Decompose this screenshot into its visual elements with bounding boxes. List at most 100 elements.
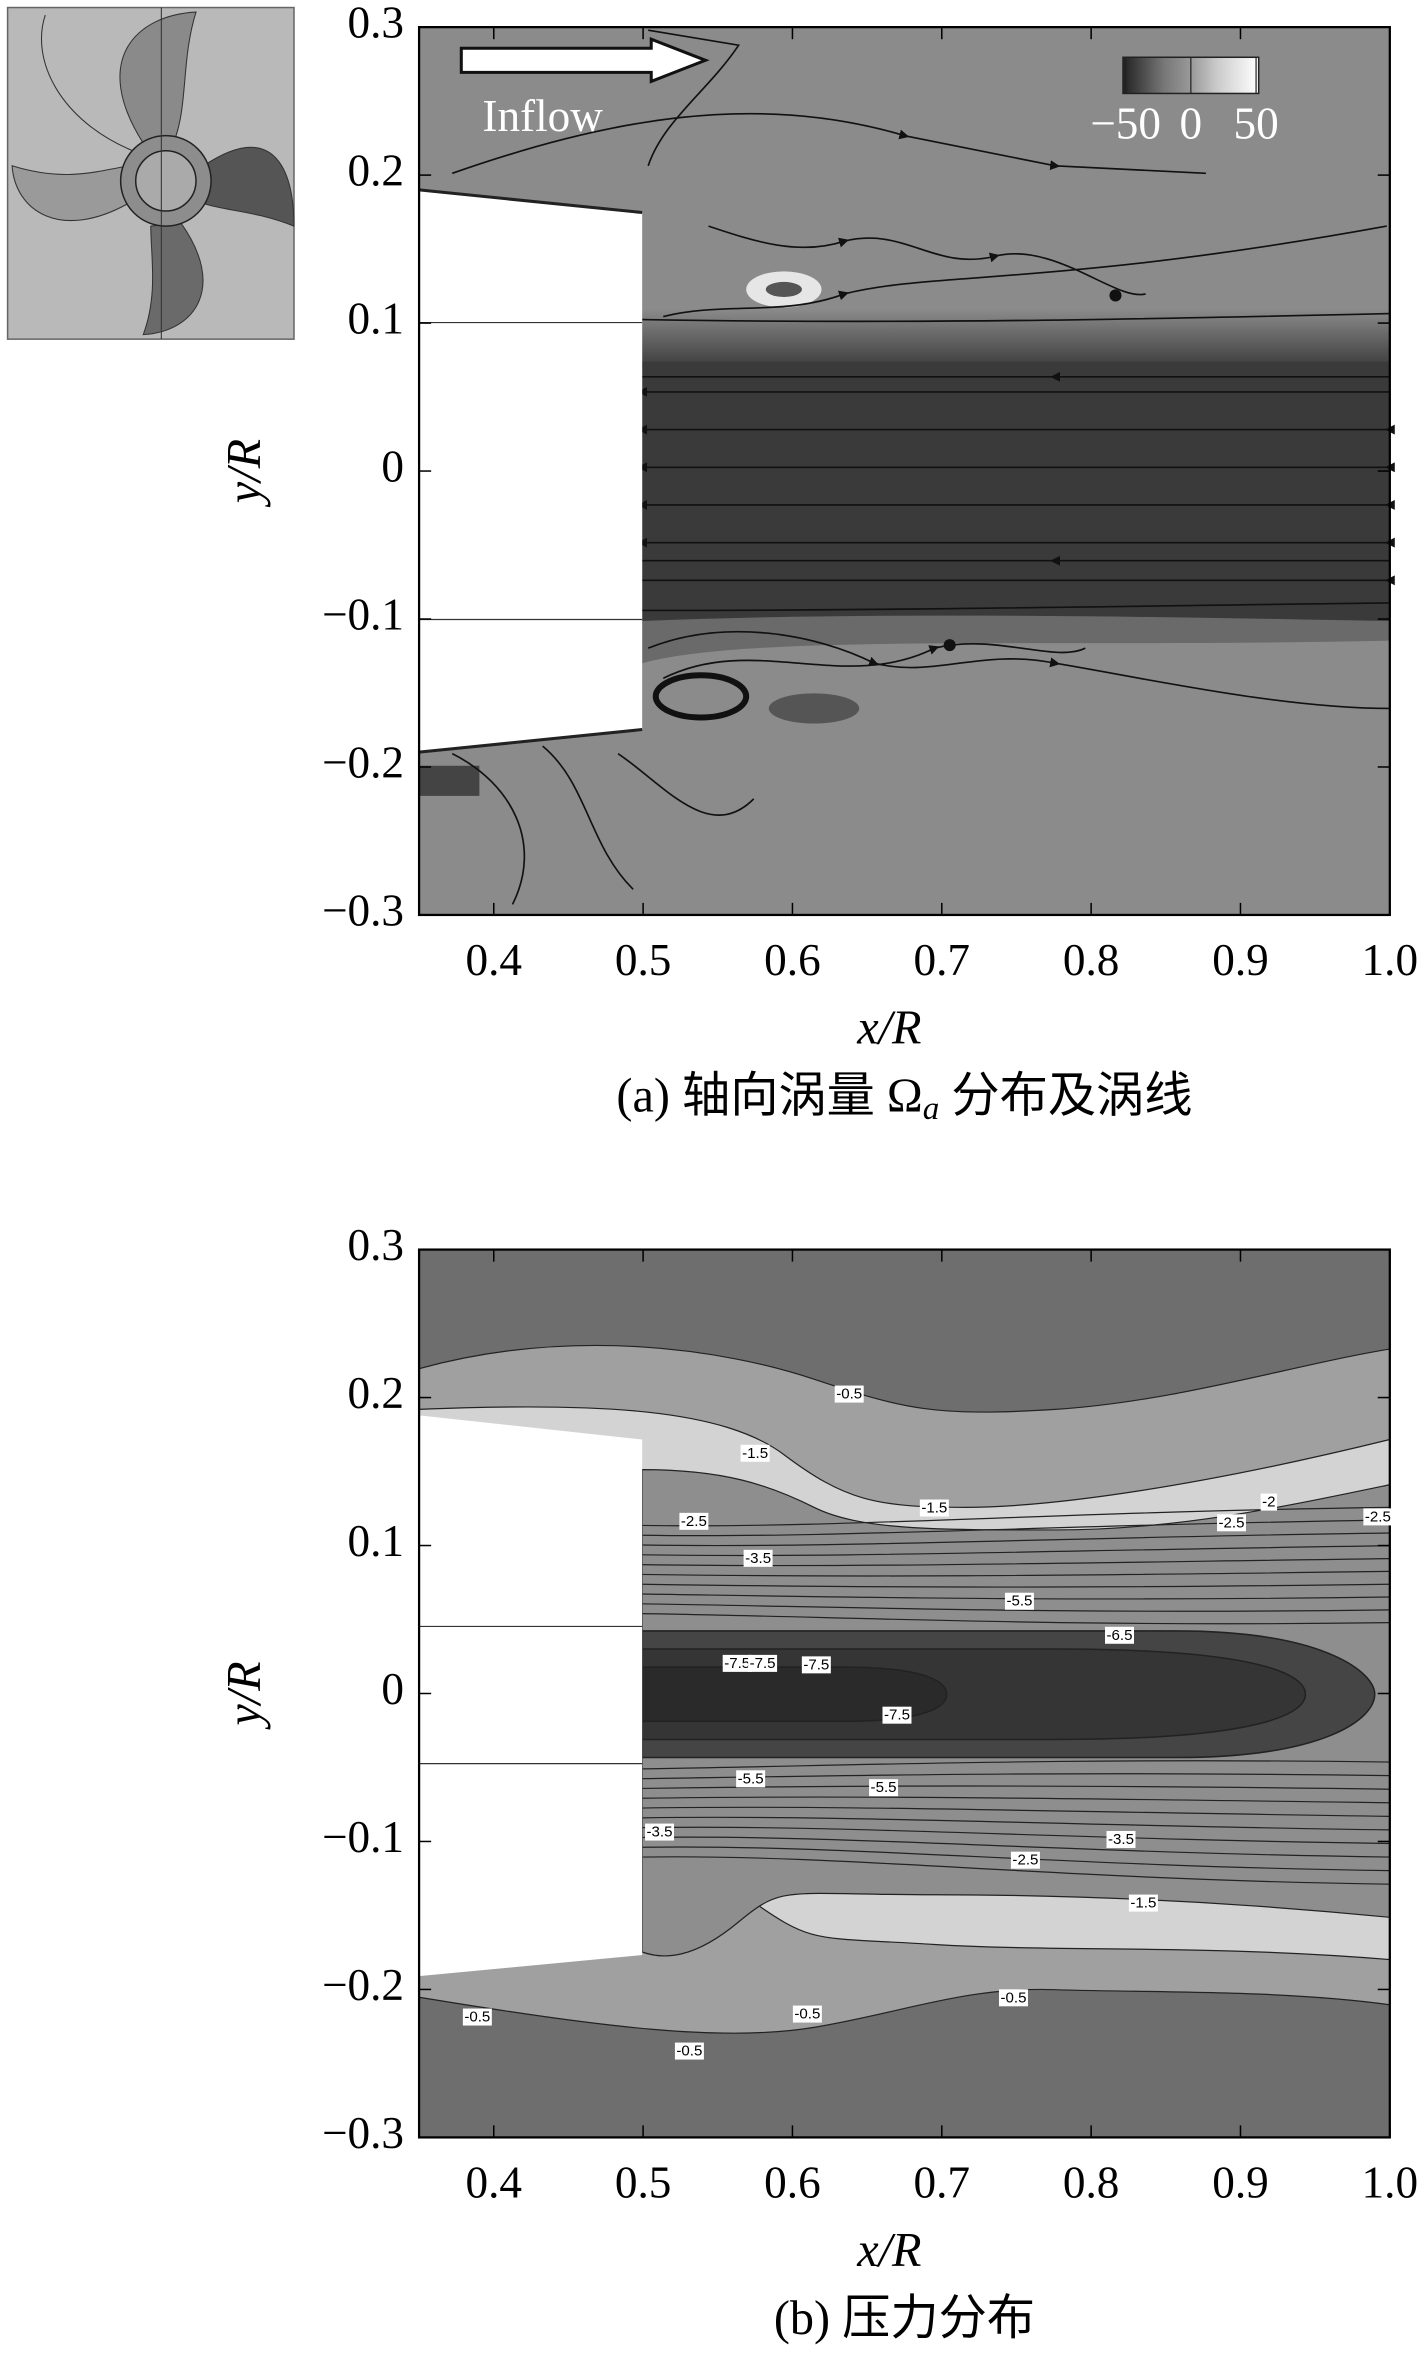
contour-label-bg — [1260, 1493, 1278, 1511]
contour-line — [642, 1593, 1390, 1600]
y-tick-label: 0.3 — [347, 0, 404, 48]
y-tick-label: 0.2 — [347, 145, 404, 195]
contour-line — [642, 1846, 1390, 1872]
contour-label-bg — [1010, 1851, 1040, 1869]
contour-line — [642, 1773, 1390, 1780]
x-tick-label: 0.4 — [465, 2158, 522, 2208]
contour-label-bg — [740, 1444, 770, 1462]
x-tick-label: 0.7 — [914, 2158, 971, 2208]
contour-label: -7.5 — [750, 1655, 776, 1672]
y-tick-label: 0.1 — [347, 1516, 404, 1566]
contour-label-bg — [1128, 1894, 1158, 1912]
contour-label: -7.5 — [803, 1656, 829, 1673]
y-tick-label: 0 — [381, 441, 404, 491]
pressure-field — [418, 1249, 1391, 2138]
contour-label: -2.5 — [1365, 1508, 1391, 1525]
contour-label-bg — [801, 1656, 831, 1674]
contour-label: -1.5 — [1130, 1895, 1156, 1912]
caption-part: (a) 轴向涡量 Ω — [616, 1069, 922, 1122]
contour-label: -0.5 — [1000, 1989, 1026, 2006]
contour-label: -2.5 — [1012, 1852, 1038, 1869]
contour-line — [642, 1532, 1390, 1547]
caption-part: a — [923, 1090, 940, 1127]
contour-line — [642, 1816, 1390, 1831]
contour-label-bg — [722, 1654, 752, 1672]
contour-label-bg — [869, 1779, 899, 1797]
x-tick-label: 0.6 — [764, 2158, 821, 2208]
contour-label-bg — [736, 1770, 766, 1788]
contour-line — [642, 1806, 1390, 1817]
contour-label-bg — [1217, 1514, 1247, 1532]
colorbar-label: −50 — [1090, 98, 1161, 148]
contour-label-bg — [882, 1706, 912, 1724]
contour-label: -2.5 — [1219, 1514, 1245, 1531]
caption: (b) 压力分布 — [774, 2292, 1035, 2345]
contour-label: -5.5 — [871, 1779, 897, 1796]
y-tick-label: −0.1 — [322, 1812, 404, 1862]
contour-line — [642, 1760, 1390, 1770]
contour-label-bg — [1106, 1830, 1136, 1848]
contour-line — [642, 1506, 1390, 1527]
x-tick-label: 0.5 — [615, 935, 672, 985]
contour-label: -1.5 — [742, 1445, 768, 1462]
y-tick-label: −0.2 — [322, 1960, 404, 2010]
contour-label-bg — [743, 1549, 773, 1567]
contour-line — [642, 1613, 1390, 1625]
x-tick-label: 0.7 — [914, 935, 971, 985]
contour-label-bg — [1363, 1508, 1393, 1526]
contour-line — [642, 1785, 1390, 1790]
contour-line — [642, 1570, 1390, 1577]
x-tick-label: 0.8 — [1063, 935, 1120, 985]
contour-line — [642, 1836, 1390, 1858]
colorbar-label: 0 — [1180, 98, 1203, 148]
contour-label-bg — [645, 1823, 675, 1841]
x-axis-label: x/R — [856, 2224, 921, 2277]
contour-label-bg — [792, 2005, 822, 2023]
x-tick-label: 0.9 — [1212, 935, 1269, 985]
x-axis-label: x/R — [856, 1002, 921, 1055]
x-tick-label: 0.9 — [1212, 2158, 1269, 2208]
y-tick-label: −0.2 — [322, 737, 404, 787]
x-tick-label: 0.4 — [465, 935, 522, 985]
contour-label-bg — [834, 1385, 864, 1403]
y-tick-label: 0.3 — [347, 1220, 404, 1270]
contour-label: -0.5 — [464, 2009, 490, 2026]
vorticity-field — [418, 27, 1390, 915]
contour-line — [642, 1545, 1390, 1557]
contour-line — [642, 1856, 1390, 1885]
x-tick-label: 0.5 — [615, 2158, 672, 2208]
contour-label: -0.5 — [676, 2043, 702, 2060]
y-axis-label: y/R — [218, 1661, 271, 1730]
x-tick-label: 1.0 — [1362, 935, 1417, 985]
y-tick-label: 0.1 — [347, 293, 404, 343]
contour-label: -7.5 — [724, 1655, 750, 1672]
x-tick-label: 0.8 — [1063, 2158, 1120, 2208]
contour-label-bg — [919, 1499, 949, 1517]
contour-label: -0.5 — [794, 2006, 820, 2023]
contour-label-bg — [462, 2008, 492, 2026]
contour-label: -0.5 — [836, 1386, 862, 1403]
contour-label: -6.5 — [1107, 1627, 1133, 1644]
contour-line — [642, 1826, 1390, 1845]
y-tick-label: −0.3 — [322, 2108, 404, 2158]
contour-label-bg — [679, 1512, 709, 1530]
contour-label: -7.5 — [884, 1707, 910, 1724]
contour-label: -3.5 — [745, 1550, 771, 1567]
y-tick-label: 0.2 — [347, 1368, 404, 1418]
contour-label-bg — [1004, 1592, 1034, 1610]
contour-label: -5.5 — [1006, 1593, 1032, 1610]
propeller-icon — [6, 6, 295, 340]
contour-line — [642, 1519, 1390, 1537]
contour-line — [642, 1557, 1390, 1567]
x-tick-label: 1.0 — [1362, 2158, 1417, 2208]
x-tick-label: 0.6 — [764, 935, 821, 985]
y-tick-label: −0.1 — [322, 589, 404, 639]
contour-label-bg — [748, 1654, 778, 1672]
y-tick-label: −0.3 — [322, 885, 404, 935]
y-axis-label: y/R — [218, 439, 271, 508]
contour-label-bg — [998, 1989, 1028, 2007]
contour-label: -3.5 — [1108, 1831, 1134, 1848]
contour-line — [642, 1796, 1390, 1804]
